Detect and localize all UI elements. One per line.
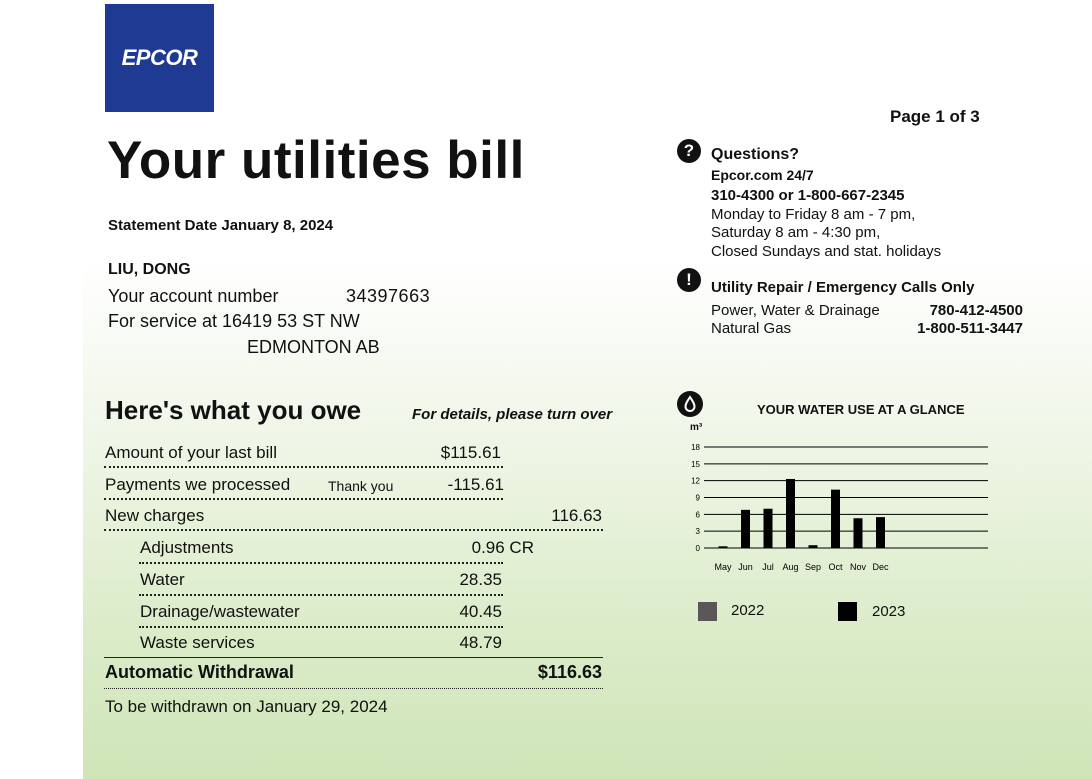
water-value: 28.35	[459, 570, 502, 589]
x-tick-label: May	[714, 562, 732, 572]
divider	[104, 498, 503, 500]
epcor-logo: EPCOR	[105, 4, 214, 112]
y-tick-label: 12	[691, 477, 700, 486]
alert-icon: !	[677, 268, 701, 292]
owe-heading: Here's what you owe	[105, 395, 362, 425]
bar-2023-jul	[763, 508, 773, 548]
repair-power-label: Power, Water & Drainage	[711, 302, 880, 319]
payments-note: Thank you	[328, 478, 394, 494]
divider	[139, 594, 503, 596]
account-number: 34397663	[346, 286, 431, 306]
divider	[104, 529, 603, 531]
last-bill-value: $115.61	[440, 443, 501, 462]
drainage-value: 40.45	[459, 602, 502, 621]
y-tick-label: 9	[696, 494, 701, 503]
y-tick-label: 18	[691, 443, 700, 452]
repair-title: Utility Repair / Emergency Calls Only	[711, 279, 975, 296]
service-city: EDMONTON AB	[247, 337, 380, 357]
auto-withdrawal-value: $116.63	[537, 662, 602, 682]
customer-name: LIU, DONG	[108, 261, 191, 278]
page-title: Your utilities bill	[107, 131, 525, 190]
question-icon: ?	[677, 139, 701, 163]
questions-website: Epcor.com 24/7	[711, 167, 814, 183]
auto-withdrawal-label: Automatic Withdrawal	[105, 662, 294, 682]
y-tick-label: 0	[696, 544, 701, 553]
divider	[139, 626, 503, 628]
logo-text: EPCOR	[121, 45, 198, 70]
service-address: For service at 16419 53 ST NW	[108, 311, 360, 331]
repair-power-phone: 780-412-4500	[929, 302, 1023, 319]
withdrawal-note: To be withdrawn on January 29, 2024	[105, 697, 388, 716]
x-tick-label: Aug	[782, 562, 798, 572]
y-tick-label: 3	[696, 527, 701, 536]
waste-label: Waste services	[140, 633, 255, 652]
questions-phone: 310-4300 or 1-800-667-2345	[711, 187, 905, 204]
questions-hours-saturday: Saturday 8 am - 4:30 pm,	[711, 224, 881, 241]
bar-2023-nov	[853, 518, 863, 548]
x-tick-label: Dec	[872, 562, 889, 572]
legend-swatch-2022	[698, 602, 717, 621]
owe-subheading: For details, please turn over	[412, 406, 613, 423]
x-tick-label: Nov	[850, 562, 867, 572]
chart-title: YOUR WATER USE AT A GLANCE	[757, 402, 965, 417]
drainage-label: Drainage/wastewater	[140, 602, 300, 621]
x-tick-label: Sep	[805, 562, 821, 572]
x-tick-label: Oct	[828, 562, 843, 572]
new-charges-value: 116.63	[551, 506, 602, 525]
y-tick-label: 15	[691, 460, 700, 469]
repair-gas-label: Natural Gas	[711, 320, 792, 337]
questions-hours-weekday: Monday to Friday 8 am - 7 pm,	[711, 206, 916, 223]
legend-swatch-2023	[838, 602, 857, 621]
repair-gas-phone: 1-800-511-3447	[917, 320, 1023, 337]
waste-value: 48.79	[459, 633, 502, 652]
divider	[139, 562, 503, 564]
statement-date: Statement Date January 8, 2024	[108, 217, 334, 234]
bar-2023-may	[718, 546, 728, 548]
bar-2023-oct	[831, 489, 840, 548]
questions-hours-closed: Closed Sundays and stat. holidays	[711, 243, 942, 260]
y-tick-label: 6	[696, 510, 701, 519]
questions-title: Questions?	[711, 146, 800, 163]
account-number-label: Your account number	[108, 286, 279, 306]
x-tick-label: Jun	[738, 562, 753, 572]
divider	[104, 688, 603, 689]
bar-2023-jun	[741, 509, 750, 548]
chart-unit: m³	[690, 422, 703, 433]
water-use-chart: 0 3 6 9 12 15 18 May Jun Jul Aug Sep Oct Nov Dec	[691, 443, 988, 572]
legend-label-2023: 2023	[872, 603, 906, 620]
bar-2023-aug	[786, 478, 795, 548]
payments-label: Payments we processed	[105, 475, 291, 494]
divider	[104, 466, 503, 468]
water-drop-icon	[677, 391, 703, 417]
bar-2023-sep	[808, 545, 818, 548]
divider	[104, 657, 603, 658]
new-charges-label: New charges	[105, 506, 205, 525]
adjustments-value: 0.96 CR	[471, 538, 534, 557]
payments-value: -115.61	[447, 475, 504, 494]
page-number: Page 1 of 3	[890, 107, 980, 126]
water-label: Water	[140, 570, 185, 589]
x-tick-label: Jul	[762, 562, 774, 572]
last-bill-label: Amount of your last bill	[105, 443, 277, 462]
legend-label-2022: 2022	[731, 602, 765, 619]
adjustments-label: Adjustments	[140, 538, 234, 557]
bar-2023-dec	[876, 517, 885, 548]
page-background	[83, 260, 1092, 779]
